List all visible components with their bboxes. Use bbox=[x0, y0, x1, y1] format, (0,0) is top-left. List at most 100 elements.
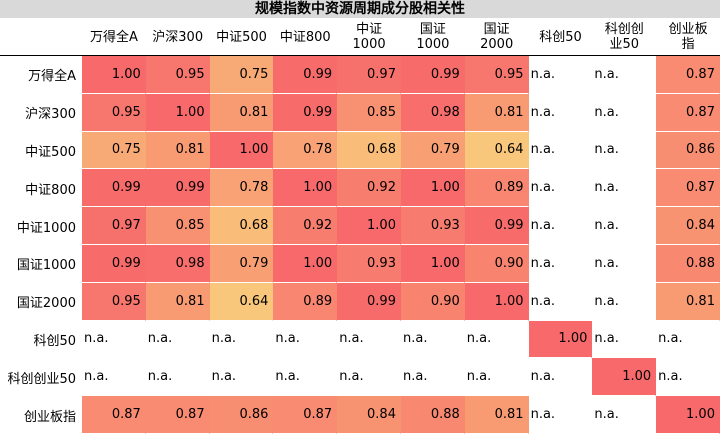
column-header: 创业板 指 bbox=[656, 19, 720, 56]
heatmap-cell: 0.86 bbox=[209, 396, 274, 434]
row-header: 科创50 bbox=[33, 333, 76, 349]
heatmap-cell: 0.75 bbox=[209, 56, 274, 94]
heatmap-cell: 0.75 bbox=[82, 131, 146, 170]
heatmap-cell: 0.87 bbox=[145, 396, 210, 434]
heatmap-cell: n.a. bbox=[528, 207, 593, 245]
heatmap-cell: n.a. bbox=[145, 358, 210, 397]
row-header: 科创创业50 bbox=[7, 371, 76, 387]
heatmap-cell: 0.99 bbox=[464, 207, 529, 245]
heatmap-cell: 0.99 bbox=[273, 93, 338, 132]
chart-title: 规模指数中资源周期成分股相关性 bbox=[0, 0, 720, 18]
heatmap-cell: 0.87 bbox=[656, 93, 720, 132]
heatmap-cell: 0.98 bbox=[145, 244, 210, 283]
heatmap-cell: n.a. bbox=[592, 207, 657, 245]
heatmap-cell: 0.81 bbox=[145, 282, 210, 321]
heatmap-cell: 1.00 bbox=[145, 93, 210, 132]
row-header: 沪深300 bbox=[25, 107, 76, 123]
heatmap-table: 万得全A 沪深300 中证500 中证800 中证 1000 国证 1000 国证 2000… bbox=[0, 19, 720, 434]
heatmap-cell: n.a. bbox=[592, 131, 657, 170]
row-header: 万得全A bbox=[28, 69, 76, 85]
corner-cell bbox=[0, 19, 82, 56]
heatmap-cell: 1.00 bbox=[656, 396, 720, 434]
column-header: 中证800 bbox=[273, 19, 338, 56]
heatmap-cell: n.a. bbox=[464, 320, 529, 359]
heatmap-cell: 0.87 bbox=[273, 396, 338, 434]
heatmap-cell: n.a. bbox=[528, 93, 593, 132]
heatmap-cell: n.a. bbox=[592, 282, 657, 321]
heatmap-cell: 1.00 bbox=[82, 56, 146, 94]
heatmap-cell: 0.84 bbox=[656, 207, 720, 245]
heatmap-cell: 0.64 bbox=[464, 131, 529, 170]
heatmap-cell: 0.81 bbox=[464, 396, 529, 434]
heatmap-cell: 0.97 bbox=[82, 207, 146, 245]
heatmap-cell: n.a. bbox=[528, 56, 593, 94]
heatmap-cell: n.a. bbox=[337, 358, 401, 397]
column-header: 国证 1000 bbox=[400, 19, 465, 56]
heatmap-cell: 0.85 bbox=[145, 207, 210, 245]
heatmap-cell: n.a. bbox=[528, 244, 593, 283]
heatmap-cell: 0.90 bbox=[400, 282, 465, 321]
heatmap-cell: 0.85 bbox=[337, 93, 401, 132]
heatmap-cell: n.a. bbox=[528, 396, 593, 434]
heatmap-cell: 0.68 bbox=[209, 207, 274, 245]
heatmap-cell: 0.87 bbox=[656, 56, 720, 94]
heatmap-cell: 0.93 bbox=[400, 207, 465, 245]
heatmap-cell: 0.86 bbox=[656, 131, 720, 170]
heatmap-cell: 0.89 bbox=[464, 169, 529, 208]
column-header: 科创创 业50 bbox=[592, 19, 657, 56]
column-header: 沪深300 bbox=[145, 19, 210, 56]
heatmap-cell: 1.00 bbox=[400, 169, 465, 208]
heatmap-cell: 0.89 bbox=[273, 282, 338, 321]
row-header: 中证800 bbox=[25, 182, 76, 198]
column-header: 中证500 bbox=[209, 19, 274, 56]
heatmap-cell: 0.99 bbox=[337, 282, 401, 321]
heatmap-cell: n.a. bbox=[209, 358, 274, 397]
heatmap-cell: n.a. bbox=[400, 358, 465, 397]
heatmap-cell: n.a. bbox=[592, 320, 657, 359]
heatmap-cell: 0.95 bbox=[82, 282, 146, 321]
heatmap-cell: 1.00 bbox=[592, 358, 657, 397]
column-header: 万得全A bbox=[82, 19, 146, 56]
heatmap-cell: 0.87 bbox=[82, 396, 146, 434]
row-header: 创业板指 bbox=[23, 409, 76, 425]
heatmap-cell: 0.81 bbox=[464, 93, 529, 132]
heatmap-cell: n.a. bbox=[273, 358, 338, 397]
heatmap-cell: n.a. bbox=[656, 358, 720, 397]
heatmap-cell: 0.84 bbox=[337, 396, 401, 434]
heatmap-cell: 1.00 bbox=[337, 207, 401, 245]
heatmap-cell: 0.79 bbox=[209, 244, 274, 283]
heatmap-cell: n.a. bbox=[528, 358, 593, 397]
heatmap-cell: 0.87 bbox=[656, 169, 720, 208]
heatmap-cell: 0.98 bbox=[400, 93, 465, 132]
heatmap-cell: 0.90 bbox=[464, 244, 529, 283]
heatmap-cell: n.a. bbox=[592, 396, 657, 434]
heatmap-cell: n.a. bbox=[592, 244, 657, 283]
heatmap-cell: 0.78 bbox=[209, 169, 274, 208]
heatmap-cell: 0.99 bbox=[82, 169, 146, 208]
heatmap-cell: 0.68 bbox=[337, 131, 401, 170]
heatmap-cell: 1.00 bbox=[464, 282, 529, 321]
row-header: 中证500 bbox=[25, 144, 76, 160]
heatmap-cell: n.a. bbox=[528, 282, 593, 321]
heatmap-cell: 0.64 bbox=[209, 282, 274, 321]
heatmap-cell: 0.81 bbox=[145, 131, 210, 170]
heatmap-cell: 0.88 bbox=[656, 244, 720, 283]
column-header: 科创50 bbox=[528, 19, 593, 56]
heatmap-cell: 1.00 bbox=[528, 320, 593, 359]
row-header: 国证2000 bbox=[16, 296, 76, 312]
heatmap-cell: 1.00 bbox=[209, 131, 274, 170]
column-header: 中证 1000 bbox=[337, 19, 401, 56]
heatmap-cell: 0.92 bbox=[273, 207, 338, 245]
heatmap-cell: n.a. bbox=[528, 131, 593, 170]
heatmap-cell: 1.00 bbox=[273, 244, 338, 283]
heatmap-cell: 0.95 bbox=[464, 56, 529, 94]
heatmap-cell: n.a. bbox=[209, 320, 274, 359]
heatmap-cell: n.a. bbox=[82, 320, 146, 359]
heatmap-cell: n.a. bbox=[145, 320, 210, 359]
heatmap-cell: 0.99 bbox=[273, 56, 338, 94]
heatmap-cell: 0.81 bbox=[656, 282, 720, 321]
row-header: 国证1000 bbox=[16, 258, 76, 274]
heatmap-cell: 0.88 bbox=[400, 396, 465, 434]
heatmap-cell: 0.99 bbox=[400, 56, 465, 94]
heatmap-cell: 0.93 bbox=[337, 244, 401, 283]
